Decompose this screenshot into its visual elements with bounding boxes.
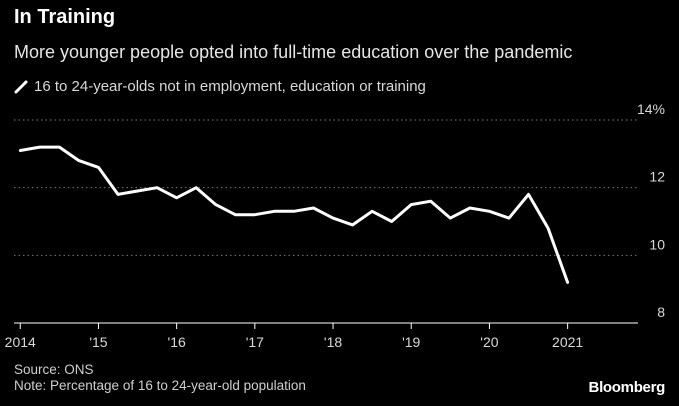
chart-title: In Training [14,6,116,28]
x-tick-label: 2021 [552,334,583,350]
x-tick-label: '19 [402,334,420,350]
series-line [18,145,570,284]
y-tick-label: 12 [649,169,665,185]
x-tick-label: '17 [246,334,264,350]
bloomberg-logo: Bloomberg [588,379,666,396]
chart-subtitle: More younger people opted into full-time… [14,42,573,62]
y-tick-label: 8 [657,304,665,320]
y-tick-label: 10 [649,236,665,252]
y-tick-label: 14% [637,101,665,117]
legend-line-icon [14,80,28,93]
x-tick-label: '20 [480,334,498,350]
x-tick-label: 2014 [5,334,36,350]
x-tick-label: '18 [324,334,342,350]
source-note: Source: ONS [14,362,94,377]
x-tick-label: '16 [168,334,186,350]
x-tick-label: '15 [89,334,107,350]
legend-label: 16 to 24-year-olds not in employment, ed… [34,78,426,95]
legend: 16 to 24-year-olds not in employment, ed… [14,78,426,95]
footnote: Note: Percentage of 16 to 24-year-old po… [14,378,306,393]
